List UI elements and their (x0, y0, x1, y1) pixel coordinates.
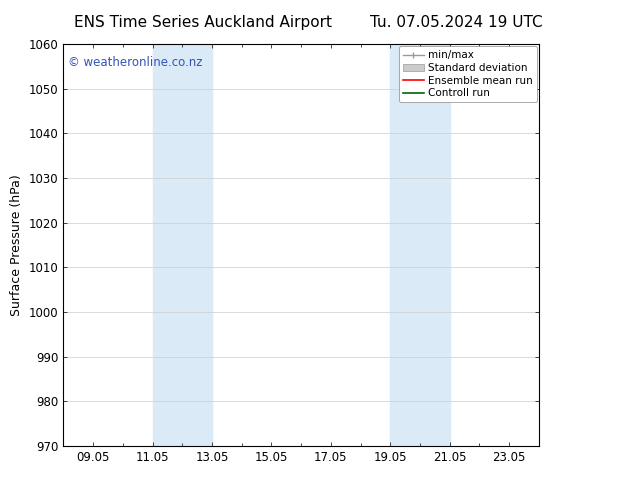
Bar (391, 44, 450, 446)
Legend: min/max, Standard deviation, Ensemble mean run, Controll run: min/max, Standard deviation, Ensemble me… (399, 46, 537, 102)
Text: © weatheronline.co.nz: © weatheronline.co.nz (68, 56, 203, 69)
Bar (153, 44, 212, 446)
Text: ENS Time Series Auckland Airport: ENS Time Series Auckland Airport (74, 15, 332, 30)
Text: Tu. 07.05.2024 19 UTC: Tu. 07.05.2024 19 UTC (370, 15, 543, 30)
Y-axis label: Surface Pressure (hPa): Surface Pressure (hPa) (10, 174, 23, 316)
